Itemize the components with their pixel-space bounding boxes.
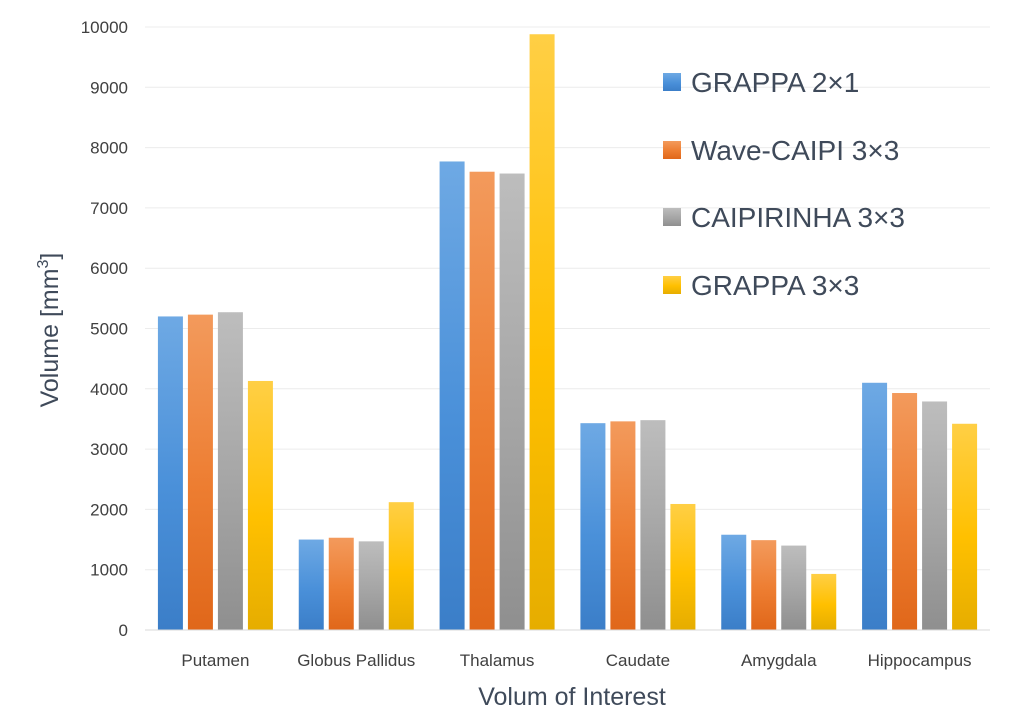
y-tick-label: 10000 xyxy=(81,18,128,37)
y-tick-label: 1000 xyxy=(90,561,128,580)
y-axis-title: Volume [mm3] xyxy=(35,253,64,408)
legend-label: GRAPPA 2×1 xyxy=(691,67,859,98)
x-axis-categories: Putamen Globus Pallidus Thalamus Caudate Amy… xyxy=(181,651,971,670)
x-category-label: Putamen xyxy=(181,651,249,670)
bar-caudate-series-4 xyxy=(670,503,696,630)
bar-putamen-series-1 xyxy=(157,316,183,630)
bar-amygdala-series-4 xyxy=(811,573,837,630)
y-axis-ticks: 0 1000 2000 3000 4000 5000 6000 7000 8000 9000 100… xyxy=(81,18,128,640)
legend-label: Wave-CAIPI 3×3 xyxy=(691,135,899,166)
bar-globus-pallidus-series-3 xyxy=(358,541,384,630)
legend-swatch xyxy=(663,73,681,91)
bar-globus-pallidus-series-2 xyxy=(328,537,354,630)
y-tick-label: 8000 xyxy=(90,139,128,158)
bar-thalamus-series-4 xyxy=(529,34,555,630)
y-tick-label: 9000 xyxy=(90,78,128,97)
y-tick-label: 7000 xyxy=(90,199,128,218)
bar-amygdala-series-2 xyxy=(751,540,777,630)
bar-amygdala-series-3 xyxy=(781,545,807,630)
bar-hippocampus-series-2 xyxy=(892,393,918,630)
y-tick-label: 4000 xyxy=(90,380,128,399)
legend-swatch xyxy=(663,276,681,294)
bar-putamen-series-3 xyxy=(217,312,243,630)
x-category-label: Caudate xyxy=(606,651,670,670)
legend-label: GRAPPA 3×3 xyxy=(691,270,859,301)
legend-label: CAIPIRINHA 3×3 xyxy=(691,202,905,233)
bars xyxy=(157,34,978,631)
x-category-label: Hippocampus xyxy=(868,651,972,670)
x-category-label: Amygdala xyxy=(741,651,817,670)
bar-putamen-series-4 xyxy=(247,380,273,630)
bar-globus-pallidus-series-4 xyxy=(388,502,414,630)
legend: GRAPPA 2×1 Wave-CAIPI 3×3 CAIPIRINHA 3×3 GR… xyxy=(663,67,905,301)
bar-putamen-series-2 xyxy=(187,314,213,630)
bar-caudate-series-3 xyxy=(640,420,666,630)
legend-swatch xyxy=(663,141,681,159)
bar-thalamus-series-1 xyxy=(439,161,465,630)
y-tick-label: 3000 xyxy=(90,440,128,459)
bar-globus-pallidus-series-1 xyxy=(298,539,324,630)
bar-caudate-series-1 xyxy=(580,423,606,630)
y-tick-label: 6000 xyxy=(90,259,128,278)
gridlines xyxy=(145,26,990,571)
bar-hippocampus-series-3 xyxy=(922,401,948,630)
x-axis-title: Volum of Interest xyxy=(478,683,666,711)
y-tick-label: 0 xyxy=(119,621,128,640)
bar-thalamus-series-3 xyxy=(499,173,525,631)
legend-swatch xyxy=(663,208,681,226)
bar-caudate-series-2 xyxy=(610,421,636,630)
y-tick-label: 2000 xyxy=(90,500,128,519)
bar-hippocampus-series-4 xyxy=(952,423,978,630)
x-category-label: Globus Pallidus xyxy=(297,651,415,670)
bar-amygdala-series-1 xyxy=(721,534,747,630)
y-tick-label: 5000 xyxy=(90,320,128,339)
x-category-label: Thalamus xyxy=(460,651,535,670)
bar-hippocampus-series-1 xyxy=(862,382,888,630)
bar-thalamus-series-2 xyxy=(469,171,495,630)
